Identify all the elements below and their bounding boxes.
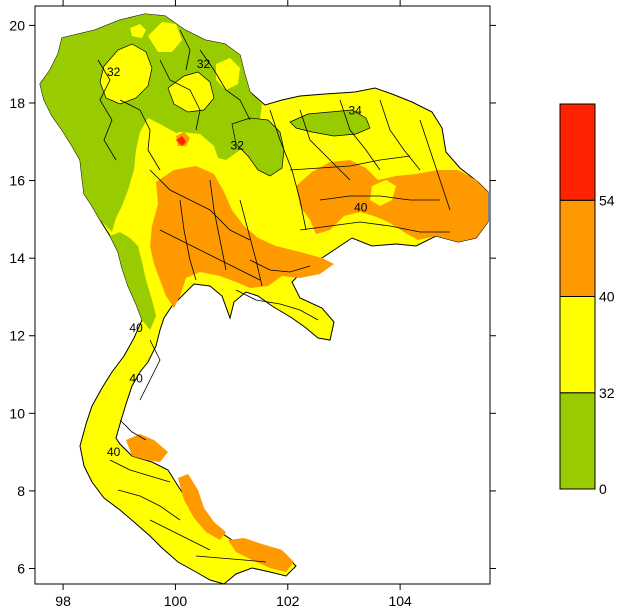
y-axis: 6 8 10 12 14 16 18 20	[9, 17, 496, 576]
legend-swatch	[559, 103, 596, 201]
zone-northeast-yellow-hole	[370, 180, 396, 206]
zone-red-spot	[176, 136, 186, 146]
zone-south-orange-1	[126, 434, 168, 462]
x-tick-label: 102	[276, 593, 300, 609]
contour-label: 40	[354, 201, 368, 215]
zone-north-yellow-5	[130, 24, 146, 38]
zone-west-green	[110, 232, 156, 330]
contour-label: 40	[129, 321, 143, 335]
y-tick-label: 10	[9, 405, 25, 421]
contour-label: 32	[231, 139, 245, 153]
zone-north-yellow-4	[216, 58, 240, 90]
zone-north-yellow-2	[148, 22, 182, 52]
y-tick-label: 20	[9, 17, 25, 33]
y-tick-label: 14	[9, 250, 25, 266]
zone-south-orange-3	[228, 538, 294, 572]
legend-swatch	[559, 199, 596, 297]
zone-north-green	[40, 14, 262, 232]
x-axis: 98 100 102 104	[55, 0, 412, 609]
legend-label: 40	[599, 289, 615, 305]
legend-label: 54	[599, 192, 615, 208]
contour-label: 34	[349, 104, 363, 118]
zone-central-yellow-north	[146, 132, 220, 178]
province-boundaries	[97, 29, 451, 563]
x-tick-label: 104	[388, 593, 412, 609]
legend-swatch	[559, 392, 596, 490]
legend-label: 0	[599, 481, 607, 497]
zone-northeast-green-2	[232, 118, 284, 176]
zone-central-orange	[150, 166, 334, 308]
y-tick-label: 16	[9, 173, 25, 189]
map-frame	[34, 5, 491, 585]
legend-swatch	[559, 296, 596, 394]
y-tick-label: 12	[9, 328, 25, 344]
map-panel: 32 32 32 34 40 40 40 40 98 100 102 104 6 8 10 12 14 16 1…	[9, 0, 496, 609]
contour-label: 32	[107, 65, 121, 79]
legend: 0 32 40 54	[559, 103, 615, 497]
legend-label: 32	[599, 385, 615, 401]
x-tick-label: 100	[164, 593, 188, 609]
zone-south-orange-2	[178, 474, 226, 540]
y-tick-label: 8	[17, 483, 25, 499]
contour-lines	[99, 43, 371, 177]
zone-north-yellow-1	[100, 44, 152, 104]
y-tick-label: 18	[9, 95, 25, 111]
contour-labels: 32 32 32 34 40 40 40 40	[107, 57, 368, 459]
contour-label: 40	[129, 371, 143, 385]
y-tick-label: 6	[17, 560, 25, 576]
contour-label: 32	[197, 57, 211, 71]
contour-label: 40	[107, 445, 121, 459]
x-tick-label: 98	[55, 593, 71, 609]
